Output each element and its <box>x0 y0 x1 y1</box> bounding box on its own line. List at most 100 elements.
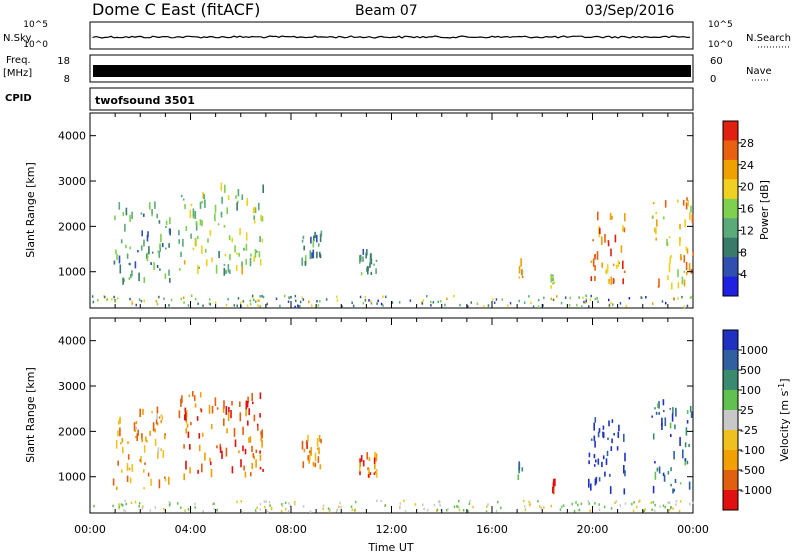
echo-cell <box>243 247 245 251</box>
ground-scatter-cell <box>180 297 183 301</box>
echo-cell <box>220 211 223 218</box>
echo-cell <box>658 466 661 474</box>
power-xticks <box>89 113 694 308</box>
ground-scatter-cell <box>211 502 214 506</box>
echo-cell <box>121 469 123 473</box>
echo-cell <box>197 469 199 474</box>
ground-scatter-cell <box>376 302 378 305</box>
echo-cell <box>601 262 603 268</box>
echo-cell <box>164 478 167 482</box>
echo-cell <box>604 233 606 243</box>
ground-scatter-cell <box>138 298 141 301</box>
ground-scatter-cell <box>253 298 255 302</box>
ground-scatter-cell <box>653 509 656 512</box>
echo-cell <box>202 191 204 199</box>
ground-scatter-cell <box>528 503 531 507</box>
echo-cell <box>311 252 313 259</box>
echo-cell <box>122 446 124 454</box>
ground-scatter-cell <box>385 295 387 299</box>
ground-scatter-cell <box>327 507 330 510</box>
echo-cell <box>164 434 166 440</box>
echo-cell <box>669 422 672 429</box>
echo-cell <box>198 433 201 439</box>
echo-cell <box>590 260 593 263</box>
echo-cell <box>554 478 556 487</box>
ground-scatter-cell <box>294 500 296 504</box>
echo-cell <box>362 256 364 262</box>
ground-scatter-cell <box>191 294 193 297</box>
echo-cell <box>157 447 160 455</box>
ground-scatter-cell <box>302 505 305 508</box>
echo-cell <box>607 281 610 284</box>
ground-scatter-cell <box>432 301 435 304</box>
ground-scatter-cell <box>125 502 127 506</box>
ground-scatter-cell <box>269 504 271 507</box>
colorbar-tick-label: -1000 <box>740 484 772 497</box>
velocity-panel: 1000 2000 3000 4000 00:00 04:00 08:00 12:00 16:… <box>24 317 709 554</box>
freq-label: Freq. <box>6 55 31 66</box>
echo-cell <box>607 437 609 441</box>
echo-cell <box>244 471 247 478</box>
echo-cell <box>662 399 665 406</box>
colorbar-swatch <box>723 390 738 411</box>
echo-cell <box>366 452 368 460</box>
echo-cell <box>597 211 599 221</box>
freq-tick-low: 8 <box>64 74 70 85</box>
echo-cell <box>373 457 376 464</box>
ground-scatter-cell <box>542 304 544 307</box>
echo-cell <box>613 433 615 436</box>
echo-cell <box>120 239 123 244</box>
ground-scatter-cell <box>612 303 614 306</box>
echo-cell <box>606 264 609 273</box>
echo-cell <box>164 273 167 279</box>
ground-scatter-cell <box>458 508 461 512</box>
nsearch-label: N.Search <box>746 33 791 44</box>
colorbar-swatch <box>723 430 738 451</box>
echo-cell <box>314 231 316 239</box>
echo-cell <box>304 261 307 265</box>
echo-cell <box>592 239 594 242</box>
echo-cell <box>211 405 214 414</box>
ground-scatter-cell <box>619 302 622 305</box>
echo-cell <box>199 201 202 209</box>
ground-scatter-cell <box>156 302 159 306</box>
echo-cell <box>148 246 150 255</box>
xtick-label: 20:00 <box>577 523 609 536</box>
echo-cell <box>261 238 264 243</box>
echo-cell <box>652 485 655 494</box>
ground-scatter-cell <box>500 506 502 510</box>
ground-scatter-cell <box>237 297 240 300</box>
echo-cell <box>309 250 312 260</box>
echo-cell <box>369 472 372 475</box>
colorbar-swatch <box>723 450 738 471</box>
echo-cell <box>314 462 317 468</box>
ytick-label: 3000 <box>58 380 86 393</box>
echo-cell <box>319 251 321 257</box>
ground-scatter-cell <box>539 505 541 508</box>
echo-cell <box>613 279 615 283</box>
ground-scatter-cell <box>679 500 682 503</box>
echo-cell <box>312 240 315 248</box>
xtick-label: 00:00 <box>677 523 709 536</box>
ground-scatter-cell <box>422 299 424 302</box>
echo-cell <box>550 285 552 289</box>
echo-cell <box>617 260 620 267</box>
echo-cell <box>221 196 223 204</box>
echo-cell <box>207 238 209 243</box>
colorbar-swatch <box>723 370 738 391</box>
echo-cell <box>204 452 206 461</box>
ground-scatter-cell <box>444 303 446 307</box>
ground-scatter-cell <box>594 297 596 301</box>
power-yticks: 1000 2000 3000 4000 <box>58 130 693 279</box>
echo-cell <box>147 231 149 238</box>
beam-title: Beam 07 <box>355 3 418 19</box>
ground-scatter-cell <box>169 502 171 505</box>
ground-scatter-cell <box>659 505 661 508</box>
echo-cell <box>655 411 658 415</box>
ground-scatter-cell <box>585 294 587 297</box>
echo-cell <box>253 220 256 224</box>
echo-cell <box>258 202 260 211</box>
echo-cell <box>316 251 318 259</box>
colorbar-tick-label: 4 <box>740 268 747 281</box>
ground-scatter-cell <box>280 509 283 513</box>
